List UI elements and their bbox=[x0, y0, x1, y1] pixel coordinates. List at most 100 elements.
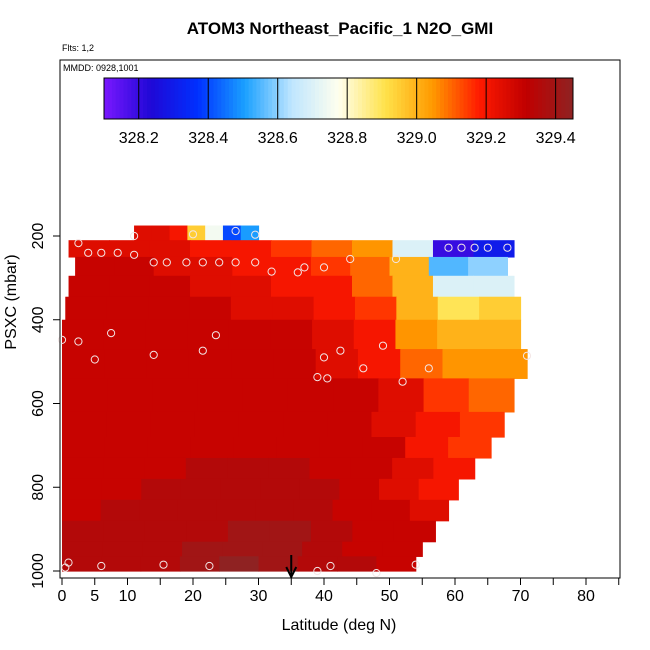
heatmap-cell bbox=[114, 256, 155, 277]
heatmap-cell bbox=[62, 437, 106, 459]
colorbar-swatch bbox=[135, 78, 140, 119]
colorbar-swatch bbox=[369, 78, 375, 119]
colorbar-swatch bbox=[490, 78, 496, 119]
x-tick-label: 20 bbox=[184, 588, 202, 605]
colorbar-swatch bbox=[186, 78, 191, 119]
colorbar-swatch bbox=[318, 78, 324, 119]
heatmap-cell bbox=[269, 520, 312, 543]
sample-point bbox=[97, 561, 106, 571]
heatmap-cell bbox=[319, 437, 363, 459]
colorbar-swatch bbox=[150, 78, 156, 119]
sample-point bbox=[378, 341, 388, 350]
heatmap-cell bbox=[227, 520, 271, 543]
colorbar-swatch bbox=[487, 78, 492, 119]
colorbar-swatch bbox=[338, 78, 343, 119]
heatmap-cell bbox=[442, 349, 486, 379]
heatmap-cell bbox=[309, 457, 352, 480]
colorbar-swatch bbox=[358, 78, 363, 119]
sample-point bbox=[424, 364, 433, 373]
heatmap-cell bbox=[134, 225, 153, 241]
colorbar-swatch bbox=[221, 78, 226, 119]
heatmap-cell bbox=[194, 411, 240, 438]
dates-label: MMDD: 0928,1001 bbox=[63, 63, 139, 73]
colorbar-swatch bbox=[346, 78, 351, 119]
heatmap-cell bbox=[231, 349, 274, 379]
heatmap-cell bbox=[151, 225, 171, 241]
heatmap-cell bbox=[146, 349, 190, 379]
heatmap-cell bbox=[400, 349, 444, 379]
heatmap-cell bbox=[62, 411, 107, 438]
colorbar-swatch bbox=[444, 78, 449, 119]
heatmap-cell bbox=[258, 556, 299, 572]
colorbar-swatch bbox=[295, 78, 300, 119]
heatmap-cell bbox=[140, 556, 181, 572]
heatmap-cell bbox=[418, 478, 459, 501]
heatmap-cell bbox=[153, 256, 194, 277]
heatmap-cell bbox=[423, 378, 470, 413]
colorbar-swatch bbox=[494, 78, 500, 119]
colorbar-swatch bbox=[506, 78, 511, 119]
heatmap-cell bbox=[409, 499, 450, 522]
colorbar-swatch bbox=[166, 78, 171, 119]
y-tick-label: 200 bbox=[30, 223, 47, 250]
heatmap-cell bbox=[468, 378, 515, 413]
heatmap-cell bbox=[354, 296, 397, 321]
heatmap-cell bbox=[238, 411, 284, 438]
sample-point bbox=[359, 364, 368, 373]
sample-point bbox=[130, 231, 139, 241]
heatmap-cell bbox=[276, 437, 321, 459]
colorbar-swatch bbox=[213, 78, 218, 119]
colorbar-swatch bbox=[361, 78, 367, 119]
colorbar-swatch bbox=[416, 78, 422, 119]
colorbar-swatch bbox=[131, 78, 136, 119]
heatmap-cell bbox=[150, 411, 196, 438]
colorbar-swatch bbox=[236, 78, 242, 119]
heatmap-cell bbox=[233, 437, 278, 459]
heatmap-cell bbox=[109, 240, 151, 258]
sample-point bbox=[74, 337, 83, 346]
heatmap-cell bbox=[144, 520, 188, 543]
x-tick-label: 40 bbox=[315, 588, 333, 605]
heatmap-cell bbox=[459, 411, 505, 438]
heatmap-cell bbox=[139, 499, 179, 522]
sample-point bbox=[503, 243, 512, 252]
chart-title: ATOM3 Northeast_Pacific_1 N2O_GMI bbox=[187, 19, 493, 38]
heatmap-cell bbox=[185, 457, 228, 480]
y-axis: 200 400 600 800 1000 bbox=[30, 223, 60, 589]
colorbar-swatch bbox=[170, 78, 175, 119]
heatmap-cell bbox=[169, 225, 188, 241]
colorbar-swatch bbox=[502, 78, 508, 119]
heatmap-cell bbox=[478, 319, 522, 350]
heatmap-cell bbox=[220, 478, 261, 501]
x-tick-label: 10 bbox=[119, 588, 137, 605]
heatmap-cell bbox=[228, 319, 272, 350]
colorbar-swatch bbox=[447, 78, 453, 119]
colorbar-tick-label: 328.2 bbox=[119, 130, 159, 147]
heatmap-cell bbox=[287, 378, 334, 413]
colorbar-swatch bbox=[561, 78, 566, 119]
colorbar-swatch bbox=[537, 78, 543, 119]
colorbar-swatch bbox=[549, 78, 554, 119]
heatmap-cell bbox=[350, 256, 391, 277]
heatmap-cell bbox=[473, 240, 515, 258]
colorbar-swatch bbox=[471, 78, 476, 119]
sample-point bbox=[522, 351, 532, 360]
heatmap-cell bbox=[190, 240, 232, 258]
heatmap-cell bbox=[190, 437, 235, 459]
heatmap-cell bbox=[392, 457, 434, 480]
heatmap-cell bbox=[142, 541, 183, 557]
heatmap-cell bbox=[396, 296, 439, 321]
colorbar bbox=[103, 77, 574, 120]
heatmap-cell bbox=[100, 499, 140, 522]
heatmap-cell bbox=[102, 541, 143, 557]
sample-point bbox=[74, 239, 83, 248]
colorbar-swatch bbox=[178, 78, 183, 119]
colorbar-swatch bbox=[287, 78, 293, 119]
colorbar-swatch bbox=[557, 78, 562, 119]
heatmap-cell bbox=[484, 349, 528, 379]
sample-point bbox=[61, 563, 70, 572]
colorbar-swatch bbox=[244, 78, 250, 119]
heatmap-cell bbox=[378, 378, 425, 413]
colorbar-swatch bbox=[209, 78, 214, 119]
heatmap-cell bbox=[62, 478, 103, 501]
